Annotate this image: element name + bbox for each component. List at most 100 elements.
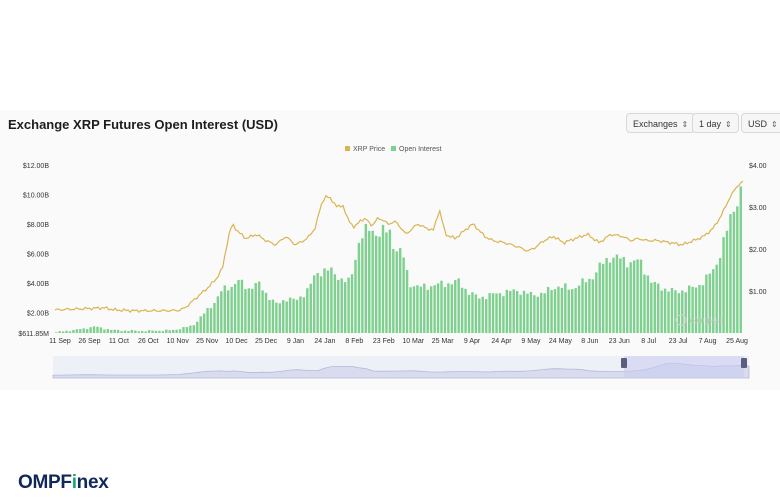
oi-bar (151, 330, 154, 333)
x-tick-label: 10 Dec (226, 338, 249, 345)
oi-bar (588, 278, 591, 333)
oi-bar (168, 330, 171, 333)
y-left-tick-label: $10.00B (23, 193, 49, 200)
y-right-tick-label: $4.00 (749, 163, 767, 170)
oi-bar (202, 313, 206, 333)
oi-bar (319, 276, 323, 333)
oi-bar (79, 329, 82, 333)
oi-bar (691, 286, 694, 333)
oi-bar (457, 278, 460, 333)
oi-bar (261, 290, 264, 333)
oi-bar (141, 331, 144, 333)
x-tick-label: 23 Feb (373, 338, 395, 345)
oi-bar (454, 280, 457, 333)
watermark: coinglass (690, 316, 723, 325)
y-left-tick-label: $8.00B (27, 222, 50, 229)
oi-bar (509, 290, 512, 333)
oi-bar (292, 298, 295, 333)
oi-bar (708, 273, 712, 333)
oi-bar (533, 295, 536, 333)
oi-bar (670, 288, 674, 333)
oi-bar (574, 288, 577, 333)
oi-bar (230, 286, 233, 333)
y-left-tick-label: $6.00B (27, 252, 50, 259)
exchanges-select[interactable]: Exchanges ⇕ (626, 113, 696, 133)
oi-bar (667, 291, 670, 333)
oi-bar (612, 257, 615, 333)
oi-bar (137, 331, 140, 333)
oi-bar (629, 262, 632, 333)
oi-bar (636, 259, 639, 333)
oi-bar (687, 285, 691, 333)
oi-bar (619, 258, 622, 333)
oi-bar (615, 254, 619, 333)
oi-bar (557, 286, 560, 333)
oi-bar (460, 287, 464, 333)
oi-bar (61, 331, 65, 333)
oi-bar (240, 279, 244, 333)
oi-bar (650, 282, 653, 333)
oi-bar (485, 299, 488, 333)
oi-bar (663, 288, 667, 333)
x-tick-label: 9 May (521, 338, 541, 345)
oi-bar (660, 290, 663, 333)
x-tick-label: 7 Aug (699, 338, 717, 345)
oi-bar (185, 327, 189, 333)
oi-bar (694, 287, 698, 333)
oi-bar (268, 300, 271, 333)
oi-bar (536, 296, 540, 333)
x-tick-label: 24 May (549, 338, 572, 345)
legend-label-price: XRP Price (353, 146, 385, 153)
x-tick-label: 26 Sep (78, 338, 100, 345)
oi-bar (209, 308, 213, 333)
oi-bar (257, 281, 261, 333)
x-tick-label: 25 Aug (726, 338, 748, 345)
oi-chart: XRP Price Open Interest $611.85M $2.00B $4.0… (18, 146, 767, 379)
oi-bar (385, 232, 388, 333)
oi-bar (622, 257, 626, 333)
oi-bar (96, 326, 99, 333)
navigator-selection (624, 356, 744, 378)
oi-bar (433, 285, 436, 333)
oi-bar (674, 290, 677, 333)
oi-bar (330, 267, 333, 333)
oi-bar (75, 329, 79, 333)
oi-bar (405, 269, 409, 333)
oi-bar (302, 297, 306, 333)
oi-bar (299, 296, 302, 333)
oi-bar (158, 330, 161, 333)
oi-bar (309, 283, 312, 333)
y-left-tick-label: $2.00B (27, 311, 50, 318)
oi-bar (505, 289, 509, 333)
x-tick-label: 25 Nov (196, 338, 219, 345)
oi-bar (515, 290, 519, 333)
oi-bar (608, 262, 612, 333)
oi-bar (247, 288, 251, 333)
oi-bar (103, 329, 106, 333)
oi-bar (577, 285, 581, 333)
oi-bar (374, 235, 378, 333)
interval-select[interactable]: 1 day ⇕ (692, 113, 739, 133)
x-tick-label: 11 Oct (109, 338, 129, 345)
navigator-handle-left (621, 358, 627, 368)
oi-bar (110, 329, 113, 333)
oi-bars (55, 186, 742, 333)
oi-bar (443, 287, 447, 333)
oi-bar (712, 269, 715, 333)
oi-bar (306, 288, 309, 333)
oi-bar (491, 293, 495, 333)
x-tick-label: 23 Jul (669, 338, 688, 345)
oi-bar (264, 292, 268, 333)
oi-bar (564, 283, 567, 333)
oi-bar (244, 289, 247, 333)
oi-bar (736, 206, 739, 333)
oi-bar (361, 238, 364, 333)
y-left-tick-label: $4.00B (27, 281, 50, 288)
oi-bar (278, 303, 282, 333)
oi-bar (447, 283, 450, 333)
oi-bar (357, 242, 361, 333)
oi-bar (120, 331, 123, 333)
currency-select[interactable]: USD ⇕ (741, 113, 780, 133)
oi-bar (474, 294, 478, 333)
oi-bar (206, 308, 209, 333)
